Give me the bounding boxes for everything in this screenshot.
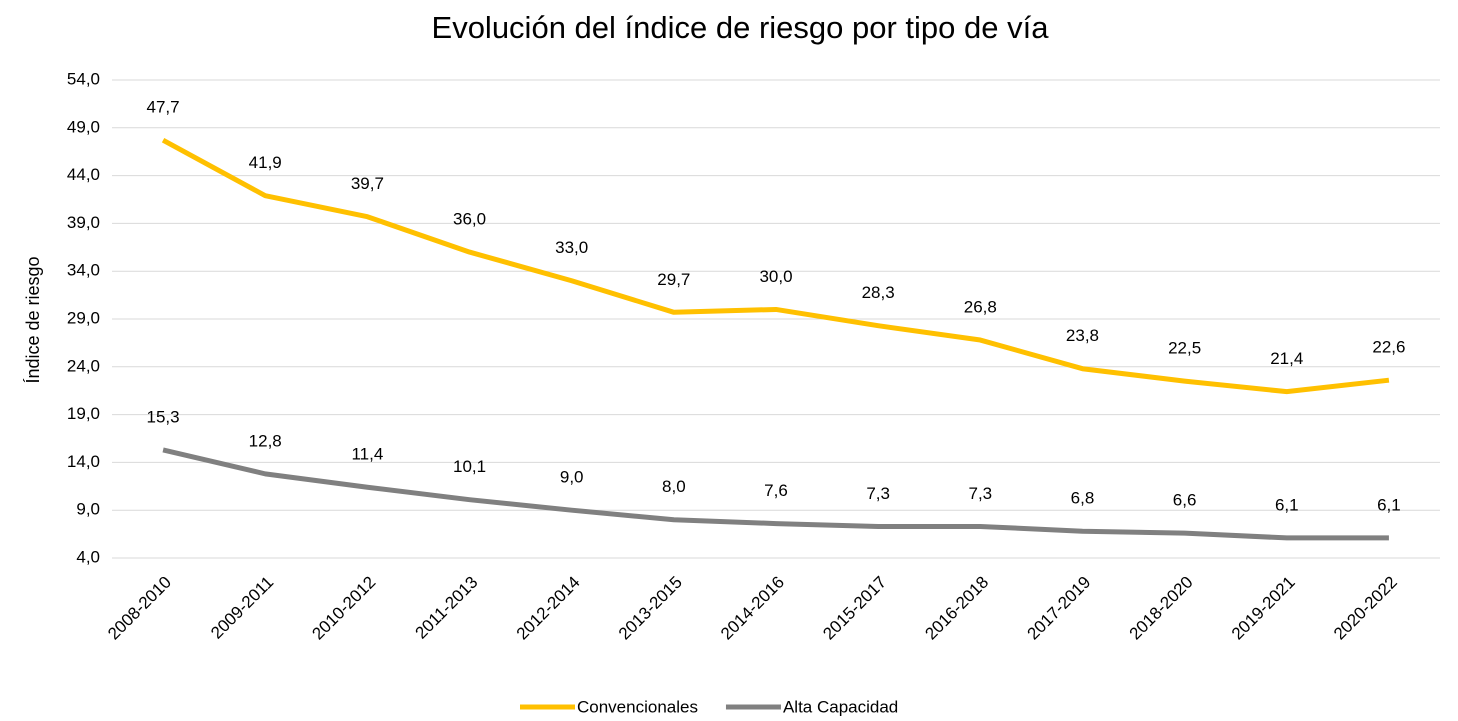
legend-label: Convencionales [577,697,698,716]
data-label: 21,4 [1270,349,1303,368]
x-tick-label: 2013-2015 [615,573,686,644]
data-label: 9,0 [560,468,584,487]
y-tick-label: 9,0 [76,500,100,519]
data-label: 12,8 [249,431,282,450]
series-line [162,447,1389,541]
y-axis-label: Índice de riesgo [23,256,43,383]
data-label: 41,9 [249,153,282,172]
data-label: 6,8 [1071,489,1095,508]
chart-title: Evolución del índice de riesgo por tipo … [432,10,1050,45]
data-label: 7,3 [866,484,890,503]
y-tick-label: 49,0 [67,117,100,136]
legend-label: Alta Capacidad [783,697,898,716]
data-label: 39,7 [351,174,384,193]
x-tick-label: 2014-2016 [717,573,788,644]
x-tick-label: 2020-2022 [1330,573,1401,644]
x-tick-label: 2016-2018 [921,573,992,644]
series-line [161,138,1390,395]
x-tick-label: 2017-2019 [1024,573,1095,644]
data-label: 8,0 [662,477,686,496]
y-tick-label: 24,0 [67,356,100,375]
data-label: 6,6 [1173,491,1197,510]
y-tick-label: 34,0 [67,261,100,280]
data-label: 36,0 [453,210,486,229]
x-tick-label: 2015-2017 [819,573,890,644]
x-tick-label: 2012-2014 [513,573,584,644]
data-label: 22,6 [1372,338,1405,357]
y-tick-label: 4,0 [76,547,100,566]
y-tick-label: 39,0 [67,213,100,232]
y-tick-label: 19,0 [67,404,100,423]
x-tick-label: 2008-2010 [104,573,175,644]
data-label: 10,1 [453,457,486,476]
y-tick-label: 44,0 [67,165,100,184]
data-label: 22,5 [1168,339,1201,358]
data-label: 23,8 [1066,326,1099,345]
data-label: 26,8 [964,298,997,317]
x-tick-label: 2011-2013 [412,573,482,643]
x-tick-label: 2009-2011 [207,573,277,643]
data-label: 30,0 [759,267,792,286]
x-tick-label: 2010-2012 [308,573,379,644]
y-tick-label: 14,0 [67,452,100,471]
y-tick-label: 29,0 [67,308,100,327]
data-label: 29,7 [657,270,690,289]
y-tick-label: 54,0 [67,69,100,88]
data-label: 33,0 [555,238,588,257]
data-label: 11,4 [351,445,383,464]
data-label: 7,3 [968,484,992,503]
data-label: 6,1 [1377,495,1401,514]
x-tick-label: 2019-2021 [1228,573,1299,644]
data-label: 6,1 [1275,495,1299,514]
data-label: 7,6 [764,481,788,500]
data-label: 47,7 [147,98,180,117]
data-label: 15,3 [147,407,180,426]
data-label: 28,3 [862,283,895,302]
x-tick-label: 2018-2020 [1126,573,1197,644]
